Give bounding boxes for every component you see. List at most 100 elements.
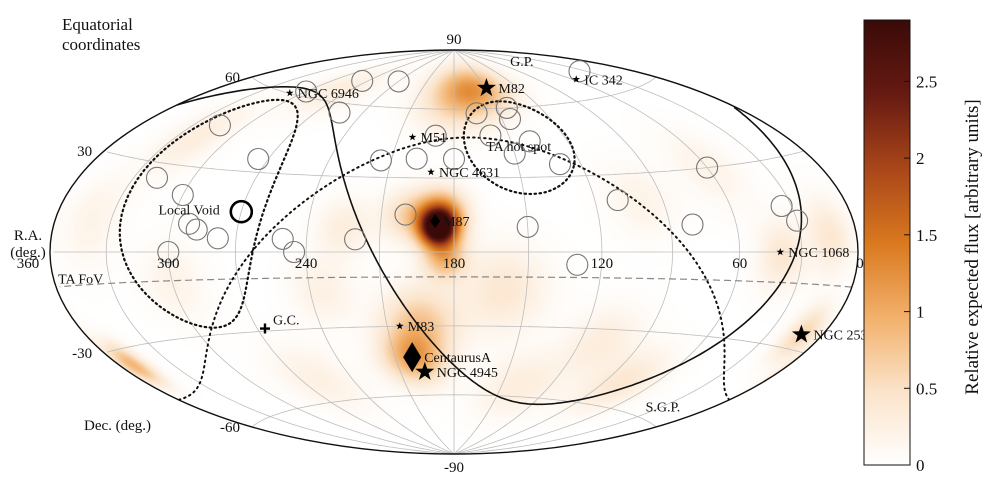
event-circle (681, 213, 704, 236)
colorbar-gradient (863, 19, 911, 466)
source-marker-star (415, 361, 435, 380)
event-circle (185, 218, 208, 241)
source-marker-diamond (430, 214, 441, 229)
event-circle (295, 80, 318, 103)
source-marker-star (396, 322, 404, 330)
event-circle (351, 69, 374, 92)
colorbar-label: Relative expected flux [arbitrary units] (962, 99, 983, 394)
source-label: IC 342 (584, 73, 623, 88)
event-circle (498, 107, 522, 131)
source-marker-star (476, 78, 496, 97)
source-label: NGC 4945 (437, 366, 498, 381)
ta-fov-boundary (59, 276, 852, 288)
event-circle (465, 102, 488, 125)
event-circle-highlight (229, 199, 254, 224)
event-circles (145, 60, 809, 276)
event-circle (566, 253, 589, 276)
event-circle (503, 142, 526, 165)
parallel-line (106, 150, 805, 179)
event-circle (206, 227, 229, 250)
colorbar-tick-label: 0 (916, 456, 925, 475)
parallel-line (106, 325, 805, 354)
event-circle (283, 240, 306, 264)
source-marker-star (791, 324, 811, 343)
source-marker-star (408, 133, 417, 141)
colorbar-tick-label: 1 (916, 303, 925, 322)
chart-labels: G.P. S.G.P. TA hot spot Local Void TA FoV 360… (17, 32, 864, 476)
region-label: G.P. (510, 55, 533, 70)
event-circle (479, 124, 502, 147)
event-circle (495, 96, 518, 119)
galactic-centre-marker (259, 323, 270, 334)
event-circle (770, 194, 793, 218)
ra-axis-label: R.A. (deg.) (10, 228, 45, 261)
event-circle (405, 147, 428, 170)
region-label: TA hot spot (486, 140, 551, 155)
event-circle (516, 215, 539, 238)
event-circle (344, 228, 367, 251)
event-circle (271, 227, 294, 250)
source-label: NGC 4631 (439, 166, 500, 181)
event-circle (387, 70, 410, 93)
overlay-curves (59, 86, 852, 406)
event-circle (786, 209, 809, 232)
dec-tick-label: 30 (77, 144, 92, 160)
event-circle (369, 149, 392, 172)
dec-tick-label: 90 (447, 32, 462, 48)
event-circle (247, 147, 270, 171)
parallel-line (252, 76, 657, 110)
source-label: M82 (498, 82, 524, 97)
coordinate-system-label: Equatorial coordinates (62, 15, 140, 54)
local-void-outline (118, 98, 299, 329)
colorbar: 0 0.5 1 1.5 2 2.5 (863, 19, 937, 475)
galactic-plane-line (176, 86, 803, 406)
colorbar-tick-label: 2 (916, 149, 925, 168)
source-marker-star (427, 168, 435, 176)
supergalactic-plane-line (177, 136, 730, 401)
source-label: M87 (443, 215, 469, 230)
source-marker-star (776, 248, 785, 256)
ra-tick-label: 60 (732, 256, 747, 272)
event-circle (171, 183, 194, 207)
region-label: S.G.P. (646, 400, 681, 415)
dec-tick-label: -30 (72, 346, 92, 362)
dec-tick-label: -90 (444, 460, 464, 476)
source-label: CentaurusA (424, 351, 492, 366)
event-circle (696, 156, 719, 179)
event-circle (442, 147, 466, 171)
event-circle (548, 153, 572, 176)
ra-tick-label: 0 (856, 256, 864, 272)
colorbar-tick-label: 0.5 (916, 379, 937, 398)
source-label: M83 (408, 320, 434, 335)
source-marker-star (572, 75, 580, 83)
ra-tick-label: 300 (157, 256, 180, 272)
coordinate-grid (50, 50, 858, 454)
ra-tick-label: 240 (295, 256, 318, 272)
event-circle (606, 189, 629, 212)
event-circle (518, 130, 541, 153)
source-label: NGC 1068 (788, 246, 849, 261)
dec-axis-label: Dec. (deg.) (84, 418, 151, 434)
event-circle (394, 203, 417, 226)
ra-tick-label: 180 (443, 256, 466, 272)
source-marker-diamond (403, 342, 422, 373)
colorbar-tick-label: 1.5 (916, 226, 937, 245)
event-circle (568, 60, 591, 83)
event-circle (328, 101, 351, 124)
source-label: NGC 6946 (298, 87, 359, 102)
event-circle (424, 124, 447, 147)
ra-tick-label: 360 (17, 256, 40, 272)
dec-tick-label: -60 (220, 420, 240, 436)
colorbar-tick-label: 2.5 (916, 72, 937, 91)
parallel-line (252, 394, 657, 428)
region-label: TA FoV (58, 273, 103, 288)
source-label: M51 (421, 131, 447, 146)
sky-outline (49, 49, 859, 455)
dec-tick-label: 60 (225, 70, 240, 86)
event-circle (157, 240, 180, 264)
ra-tick-label: 120 (591, 256, 614, 272)
point-label: G.C. (273, 314, 299, 329)
source-marker-star (286, 89, 294, 97)
region-label: Local Void (158, 204, 219, 219)
